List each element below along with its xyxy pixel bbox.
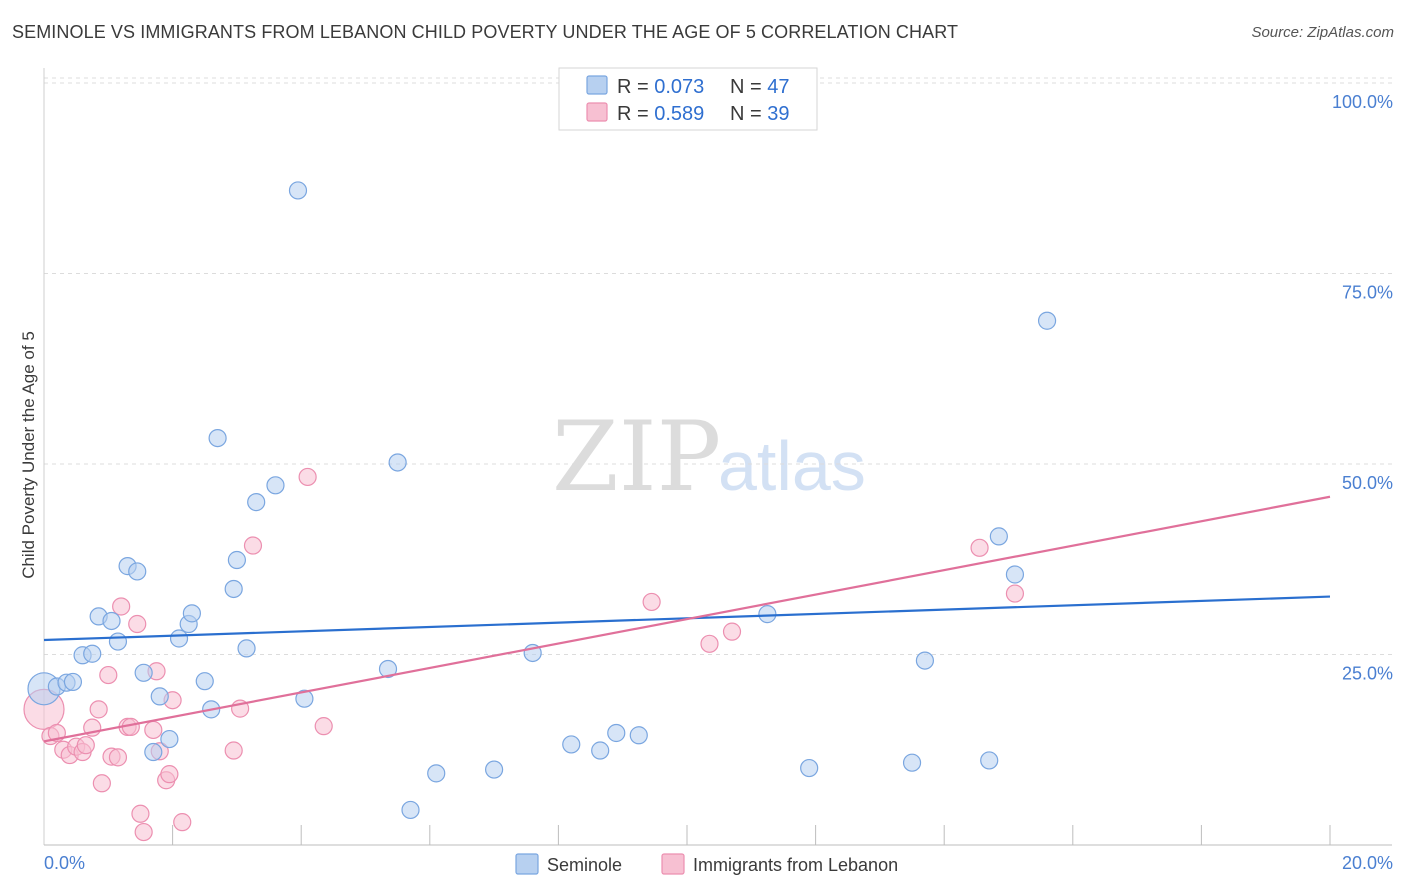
legend-row-seminole-n: N = 47 <box>730 76 790 98</box>
lebanon-point <box>970 538 989 557</box>
seminole-point <box>1005 565 1025 584</box>
legend-r-value: 0.589 <box>654 103 704 125</box>
series-legend: Seminole Immigrants from Lebanon <box>515 853 898 875</box>
legend-n-label: N = <box>730 76 767 98</box>
seminole-points <box>27 181 1057 820</box>
seminole-point <box>160 729 179 749</box>
seminole-point <box>237 639 256 658</box>
seminole-point <box>266 476 285 495</box>
seminole-point <box>224 579 243 599</box>
seminole-point <box>378 659 398 679</box>
x-tick-label: 20.0% <box>1342 853 1393 873</box>
seminole-point <box>915 651 935 670</box>
lebanon-point <box>128 614 147 634</box>
correlation-legend: R = 0.073 N = 47 R = 0.589 N = 39 <box>558 67 818 131</box>
bottom-legend-swatch-lebanon <box>661 853 685 875</box>
y-tick-label: 25.0% <box>1342 664 1393 684</box>
seminole-point <box>591 741 610 760</box>
seminole-point <box>607 723 626 743</box>
legend-r-value: 0.073 <box>654 76 704 98</box>
seminole-point <box>288 181 308 200</box>
grid <box>44 77 1392 655</box>
seminole-point <box>1037 311 1057 330</box>
y-axis-label: Child Poverty Under the Age of 5 <box>19 331 38 579</box>
lebanon-point <box>642 592 661 612</box>
legend-row-lebanon-n: N = 39 <box>730 103 790 125</box>
lebanon-point <box>89 700 108 719</box>
seminole-point <box>195 672 214 691</box>
seminole-point <box>247 493 266 512</box>
legend-swatch-seminole <box>586 75 608 95</box>
seminole-point <box>758 605 777 624</box>
lebanon-point <box>99 665 118 685</box>
legend-swatch-lebanon <box>586 102 608 122</box>
seminole-point <box>150 687 169 706</box>
lebanon-point <box>1005 584 1025 603</box>
seminole-point <box>980 751 999 770</box>
watermark-atlas: atlas <box>718 427 866 505</box>
legend-row-lebanon: R = 0.589 <box>617 103 704 125</box>
lebanon-point <box>108 748 128 767</box>
lebanon-point <box>76 736 95 755</box>
lebanon-point <box>700 634 719 653</box>
lebanon-point <box>144 720 163 740</box>
seminole-point <box>902 753 922 772</box>
bottom-legend-label-seminole: Seminole <box>547 855 622 875</box>
seminole-point <box>144 742 163 762</box>
lebanon-point <box>160 765 179 784</box>
seminole-point <box>388 453 407 472</box>
watermark: ZIP atlas <box>552 401 866 513</box>
watermark-zip: ZIP <box>552 401 721 513</box>
y-tick-labels: 25.0% 50.0% 75.0% 100.0% <box>1332 92 1393 684</box>
lebanon-point <box>243 536 263 555</box>
seminole-point <box>989 527 1008 546</box>
legend-r-label: R = <box>617 103 654 125</box>
lebanon-trend-line <box>43 495 1331 743</box>
seminole-point <box>83 644 102 663</box>
seminole-point <box>629 726 648 745</box>
seminole-point <box>562 735 581 754</box>
x-tick-labels: 0.0% 20.0% <box>44 853 1393 873</box>
bottom-legend-swatch-seminole <box>515 853 539 875</box>
legend-row-seminole: R = 0.073 <box>617 76 704 98</box>
lebanon-point <box>314 717 333 736</box>
x-tick-label: 0.0% <box>44 853 85 873</box>
seminole-point <box>401 800 420 820</box>
seminole-point <box>134 663 153 682</box>
seminole-point <box>208 428 227 448</box>
seminole-point <box>108 632 128 651</box>
seminole-point <box>102 611 121 631</box>
lebanon-point <box>131 804 150 823</box>
seminole-point <box>227 550 246 570</box>
lebanon-point <box>173 813 192 832</box>
y-tick-label: 75.0% <box>1342 283 1393 303</box>
chart-title: SEMINOLE VS IMMIGRANTS FROM LEBANON CHIL… <box>12 22 959 42</box>
bottom-legend-label-lebanon: Immigrants from Lebanon <box>693 855 898 875</box>
lebanon-point <box>722 622 742 641</box>
lebanon-point <box>134 822 153 842</box>
seminole-point <box>427 764 446 783</box>
seminole-point <box>63 672 83 692</box>
y-tick-label: 100.0% <box>1332 92 1393 112</box>
legend-n-value: 47 <box>767 76 789 98</box>
seminole-point <box>295 689 314 708</box>
seminole-point <box>800 758 819 778</box>
lebanon-point <box>92 774 111 793</box>
lebanon-point <box>298 467 317 487</box>
legend-n-label: N = <box>730 103 767 125</box>
seminole-point <box>182 604 201 623</box>
trend-lines <box>43 495 1331 743</box>
lebanon-point <box>224 741 243 760</box>
legend-r-label: R = <box>617 76 654 98</box>
seminole-point <box>485 760 504 779</box>
lebanon-point <box>112 597 131 616</box>
seminole-point <box>128 562 147 581</box>
source-credit: Source: ZipAtlas.com <box>1251 24 1394 41</box>
seminole-point <box>169 629 189 648</box>
legend-n-value: 39 <box>767 103 789 125</box>
y-tick-label: 50.0% <box>1342 473 1393 493</box>
